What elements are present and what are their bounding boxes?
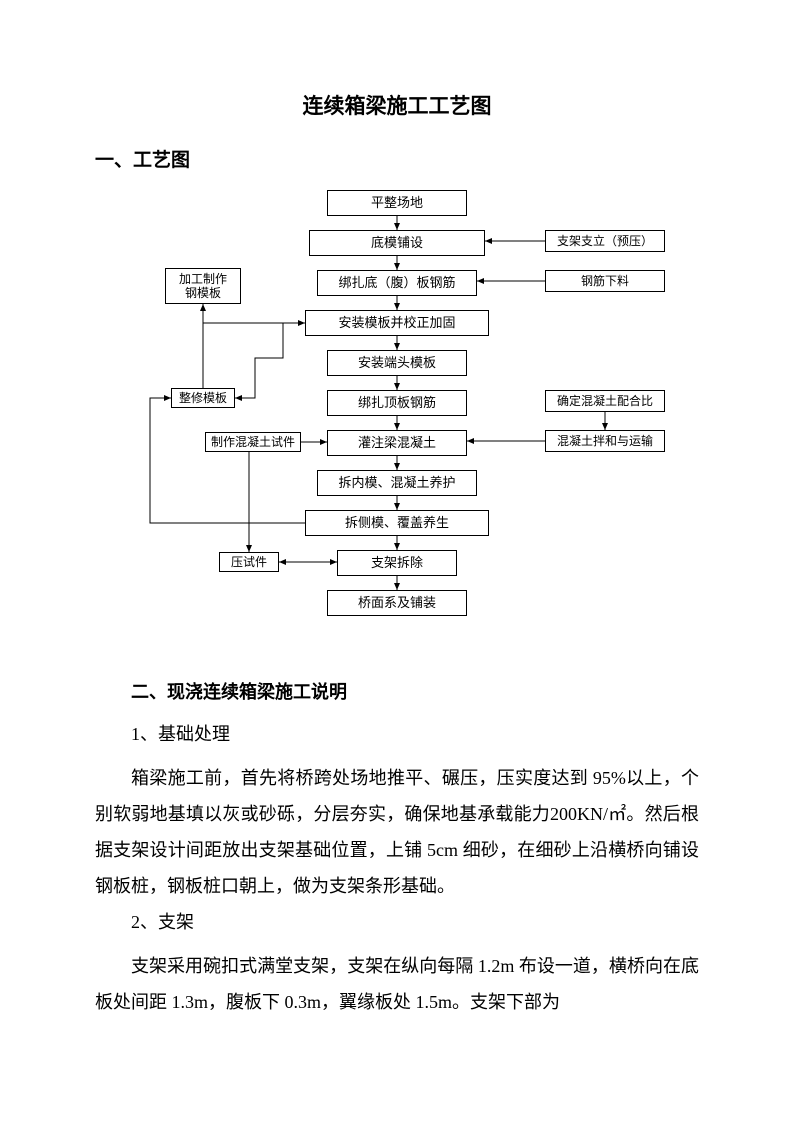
sub-item-1: 1、基础处理 (95, 716, 699, 752)
paragraph-2: 支架采用碗扣式满堂支架，支架在纵向每隔 1.2m 布设一道，横桥向在底板处间距 … (95, 948, 699, 1020)
flow-node-l1: 加工制作 钢模板 (165, 268, 241, 304)
flow-node-n10: 支架拆除 (337, 550, 457, 576)
flow-node-s1: 支架支立（预压） (545, 230, 665, 252)
flow-node-n5: 安装端头模板 (327, 350, 467, 376)
flow-node-n9: 拆侧模、覆盖养生 (305, 510, 489, 536)
flow-node-n7: 灌注梁混凝土 (327, 430, 467, 456)
flowchart: 平整场地底模铺设绑扎底（腹）板钢筋安装模板并校正加固安装端头模板绑扎顶板钢筋灌注… (95, 190, 699, 650)
flow-node-s2: 钢筋下料 (545, 270, 665, 292)
flow-node-l3: 制作混凝土试件 (205, 432, 301, 452)
flow-node-n11: 桥面系及铺装 (327, 590, 467, 616)
paragraph-1: 箱梁施工前，首先将桥跨处场地推平、碾压，压实度达到 95%以上，个别软弱地基填以… (95, 760, 699, 904)
flow-node-n2: 底模铺设 (309, 230, 485, 256)
flow-node-n1: 平整场地 (327, 190, 467, 216)
flow-node-l2: 整修模板 (171, 388, 235, 408)
section-1-title: 一、工艺图 (95, 145, 699, 172)
flow-node-n8: 拆内模、混凝土养护 (317, 470, 477, 496)
flow-node-n4: 安装模板并校正加固 (305, 310, 489, 336)
page-title: 连续箱梁施工工艺图 (95, 90, 699, 120)
sub-item-2: 2、支架 (95, 904, 699, 940)
flow-node-n6: 绑扎顶板钢筋 (327, 390, 467, 416)
flow-node-n3: 绑扎底（腹）板钢筋 (317, 270, 477, 296)
flow-node-l4: 压试件 (219, 552, 279, 572)
section-2-heading: 二、现浇连续箱梁施工说明 (95, 678, 699, 704)
flow-node-s4: 混凝土拌和与运输 (545, 430, 665, 452)
flowchart-edges (95, 190, 699, 650)
flow-node-s3: 确定混凝土配合比 (545, 390, 665, 412)
